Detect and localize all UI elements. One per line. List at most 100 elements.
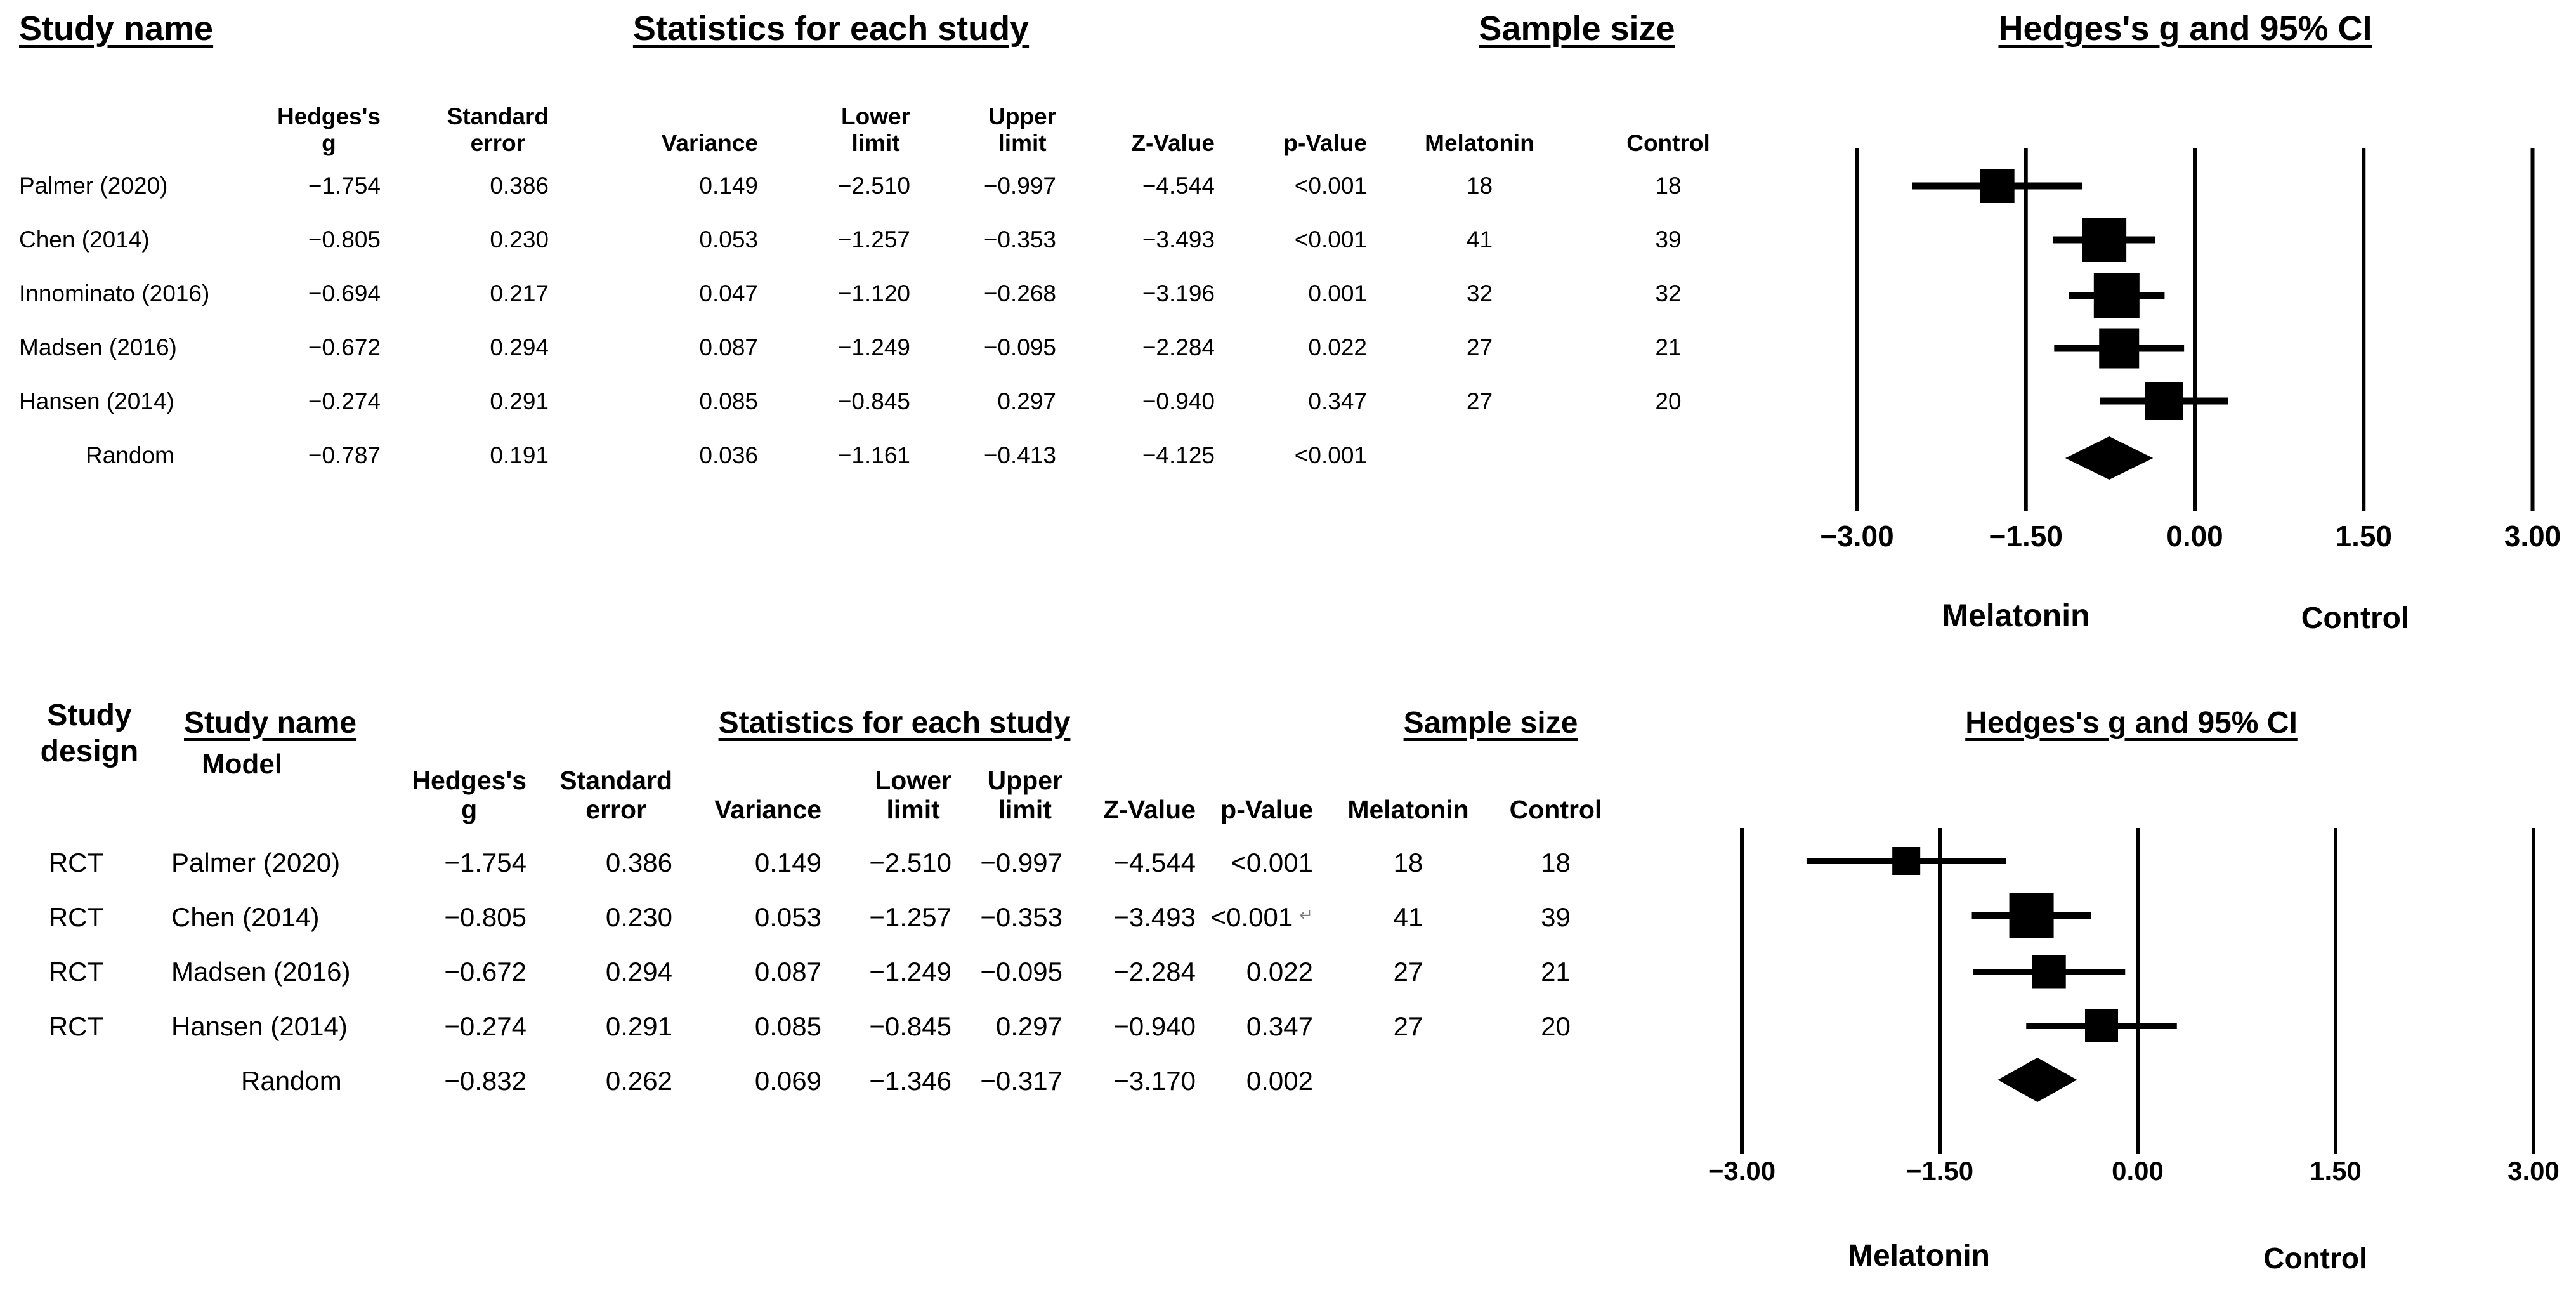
axis-tick: 1.50: [2310, 1156, 2362, 1186]
cell-n1: [1313, 1054, 1503, 1108]
cell-lower: −1.161: [837, 442, 910, 468]
cell-n2: 21: [1541, 957, 1571, 987]
cell-z: −4.544: [1142, 172, 1215, 199]
col-header-n1: Melatonin: [1425, 129, 1534, 156]
model-label: Model: [202, 749, 283, 780]
cell-p: <0.001 ↵: [1210, 902, 1313, 932]
cell-study: Innominato (2016): [19, 280, 210, 306]
cell-se: 0.230: [605, 902, 672, 932]
table-body: RCT Palmer (2020) −1.754 0.386 0.149 −2.510 −0…: [13, 836, 1608, 1108]
cell-var: 0.053: [699, 226, 758, 253]
cell-upper: −0.997: [983, 172, 1056, 199]
cell-z: −4.544: [1113, 848, 1196, 877]
col-header-var: Variance: [661, 129, 758, 156]
treatment-side-label: Melatonin: [1942, 598, 2090, 633]
col-header-lower: Lower limit: [875, 766, 951, 825]
col-header-n2: Control: [1626, 129, 1710, 156]
cell-var: 0.069: [754, 1066, 821, 1096]
column-headers: Hedges's g Standard error Variance Lower li…: [19, 66, 1744, 156]
col-header-n2: Control: [1509, 795, 1602, 825]
cell-n1: 18: [1393, 848, 1423, 877]
cell-n1: 32: [1466, 280, 1493, 306]
cell-study: Hansen (2014): [19, 388, 174, 414]
cell-se: 0.291: [490, 388, 549, 414]
cell-g: −0.787: [308, 442, 381, 468]
cell-z: −0.940: [1113, 1011, 1196, 1041]
sample-size-group-header: Sample size: [1479, 10, 1675, 48]
cell-se: 0.262: [605, 1066, 672, 1096]
col-header-p: p-Value: [1283, 129, 1367, 156]
cell-n2: 39: [1541, 902, 1571, 932]
cell-se: 0.230: [490, 226, 549, 253]
cell-p: <0.001: [1294, 226, 1367, 253]
col-header-g: Hedges's g: [277, 103, 381, 156]
cell-p: <0.001: [1294, 172, 1367, 199]
cell-study: Palmer (2020): [171, 848, 341, 877]
treatment-side-label: Melatonin: [1848, 1239, 1990, 1273]
cell-z: −3.493: [1142, 226, 1215, 253]
cell-se: 0.294: [605, 957, 672, 987]
study-row: RCT Hansen (2014) −0.274 0.291 0.085 −0.845 0.…: [13, 999, 1608, 1054]
statistics-group-header: Statistics for each study: [718, 706, 1071, 740]
cell-g: −1.754: [308, 172, 381, 199]
cell-p: 0.022: [1308, 334, 1367, 360]
cell-lower: −1.249: [869, 957, 951, 987]
study-name-group-header: Study name: [19, 10, 214, 48]
study-design-group-header: Study design: [40, 699, 139, 768]
cell-n2: 18: [1541, 848, 1571, 877]
cell-n1: 27: [1393, 957, 1423, 987]
summary-row: Random −0.832 0.262 0.069 −1.346 −0.317 −3.170…: [13, 1054, 1608, 1108]
cell-g: −0.832: [444, 1066, 526, 1096]
cell-n2: [1592, 428, 1744, 482]
cell-study: Chen (2014): [19, 226, 150, 253]
cell-se: 0.191: [490, 442, 549, 468]
cell-design: RCT: [48, 848, 104, 877]
cell-p: 0.001: [1308, 280, 1367, 306]
cell-upper: 0.297: [997, 388, 1056, 414]
cell-g: −0.694: [308, 280, 381, 306]
cell-lower: −1.346: [869, 1066, 951, 1096]
col-header-z: Z-Value: [1131, 129, 1215, 156]
table-body: Palmer (2020) −1.754 0.386 0.149 −2.510 −0.99…: [19, 159, 1744, 482]
return-mark-artifact: ↵: [1299, 905, 1313, 924]
effect-marker: [1980, 169, 2015, 203]
cell-upper: 0.297: [995, 1011, 1062, 1041]
cell-n1: 27: [1393, 1011, 1423, 1041]
col-header-lower: Lower limit: [841, 103, 910, 156]
cell-lower: −0.845: [837, 388, 910, 414]
cell-se: 0.217: [490, 280, 549, 306]
study-row: RCT Madsen (2016) −0.672 0.294 0.087 −1.249 −0…: [13, 945, 1608, 999]
cell-n1: 18: [1466, 172, 1493, 199]
control-side-label: Control: [2263, 1242, 2367, 1275]
col-header-n1: Melatonin: [1347, 795, 1469, 825]
col-header-study: [19, 66, 279, 156]
cell-study: Random: [241, 1066, 342, 1096]
cell-lower: −1.257: [837, 226, 910, 253]
cell-var: 0.149: [754, 848, 821, 877]
cell-upper: −0.413: [983, 442, 1056, 468]
ci-title: Hedges's g and 95% CI: [1998, 10, 2372, 48]
cell-lower: −2.510: [869, 848, 951, 877]
effect-marker: [1892, 847, 1921, 875]
cell-upper: −0.353: [980, 902, 1062, 932]
cell-z: −0.940: [1142, 388, 1215, 414]
cell-var: 0.087: [699, 334, 758, 360]
effect-marker: [2009, 893, 2054, 938]
statistics-group-header: Statistics for each study: [632, 10, 1030, 48]
effect-marker: [2085, 1009, 2119, 1042]
study-row: Chen (2014) −0.805 0.230 0.053 −1.257 −0.353 −…: [19, 213, 1744, 266]
cell-study: Hansen (2014): [171, 1011, 348, 1041]
ci-title: Hedges's g and 95% CI: [1965, 706, 2298, 740]
col-header-upper: Upper limit: [988, 103, 1056, 156]
cell-n1: 41: [1466, 226, 1493, 253]
cell-study: Chen (2014): [171, 902, 320, 932]
cell-z: −3.196: [1142, 280, 1215, 306]
cell-n1: 27: [1466, 334, 1493, 360]
cell-p: <0.001: [1231, 848, 1313, 877]
col-header-z: Z-Value: [1103, 795, 1196, 825]
cell-var: 0.047: [699, 280, 758, 306]
cell-lower: −0.845: [869, 1011, 951, 1041]
effect-marker: [2032, 955, 2066, 989]
cell-lower: −2.510: [837, 172, 910, 199]
cell-study: Random: [86, 442, 174, 468]
